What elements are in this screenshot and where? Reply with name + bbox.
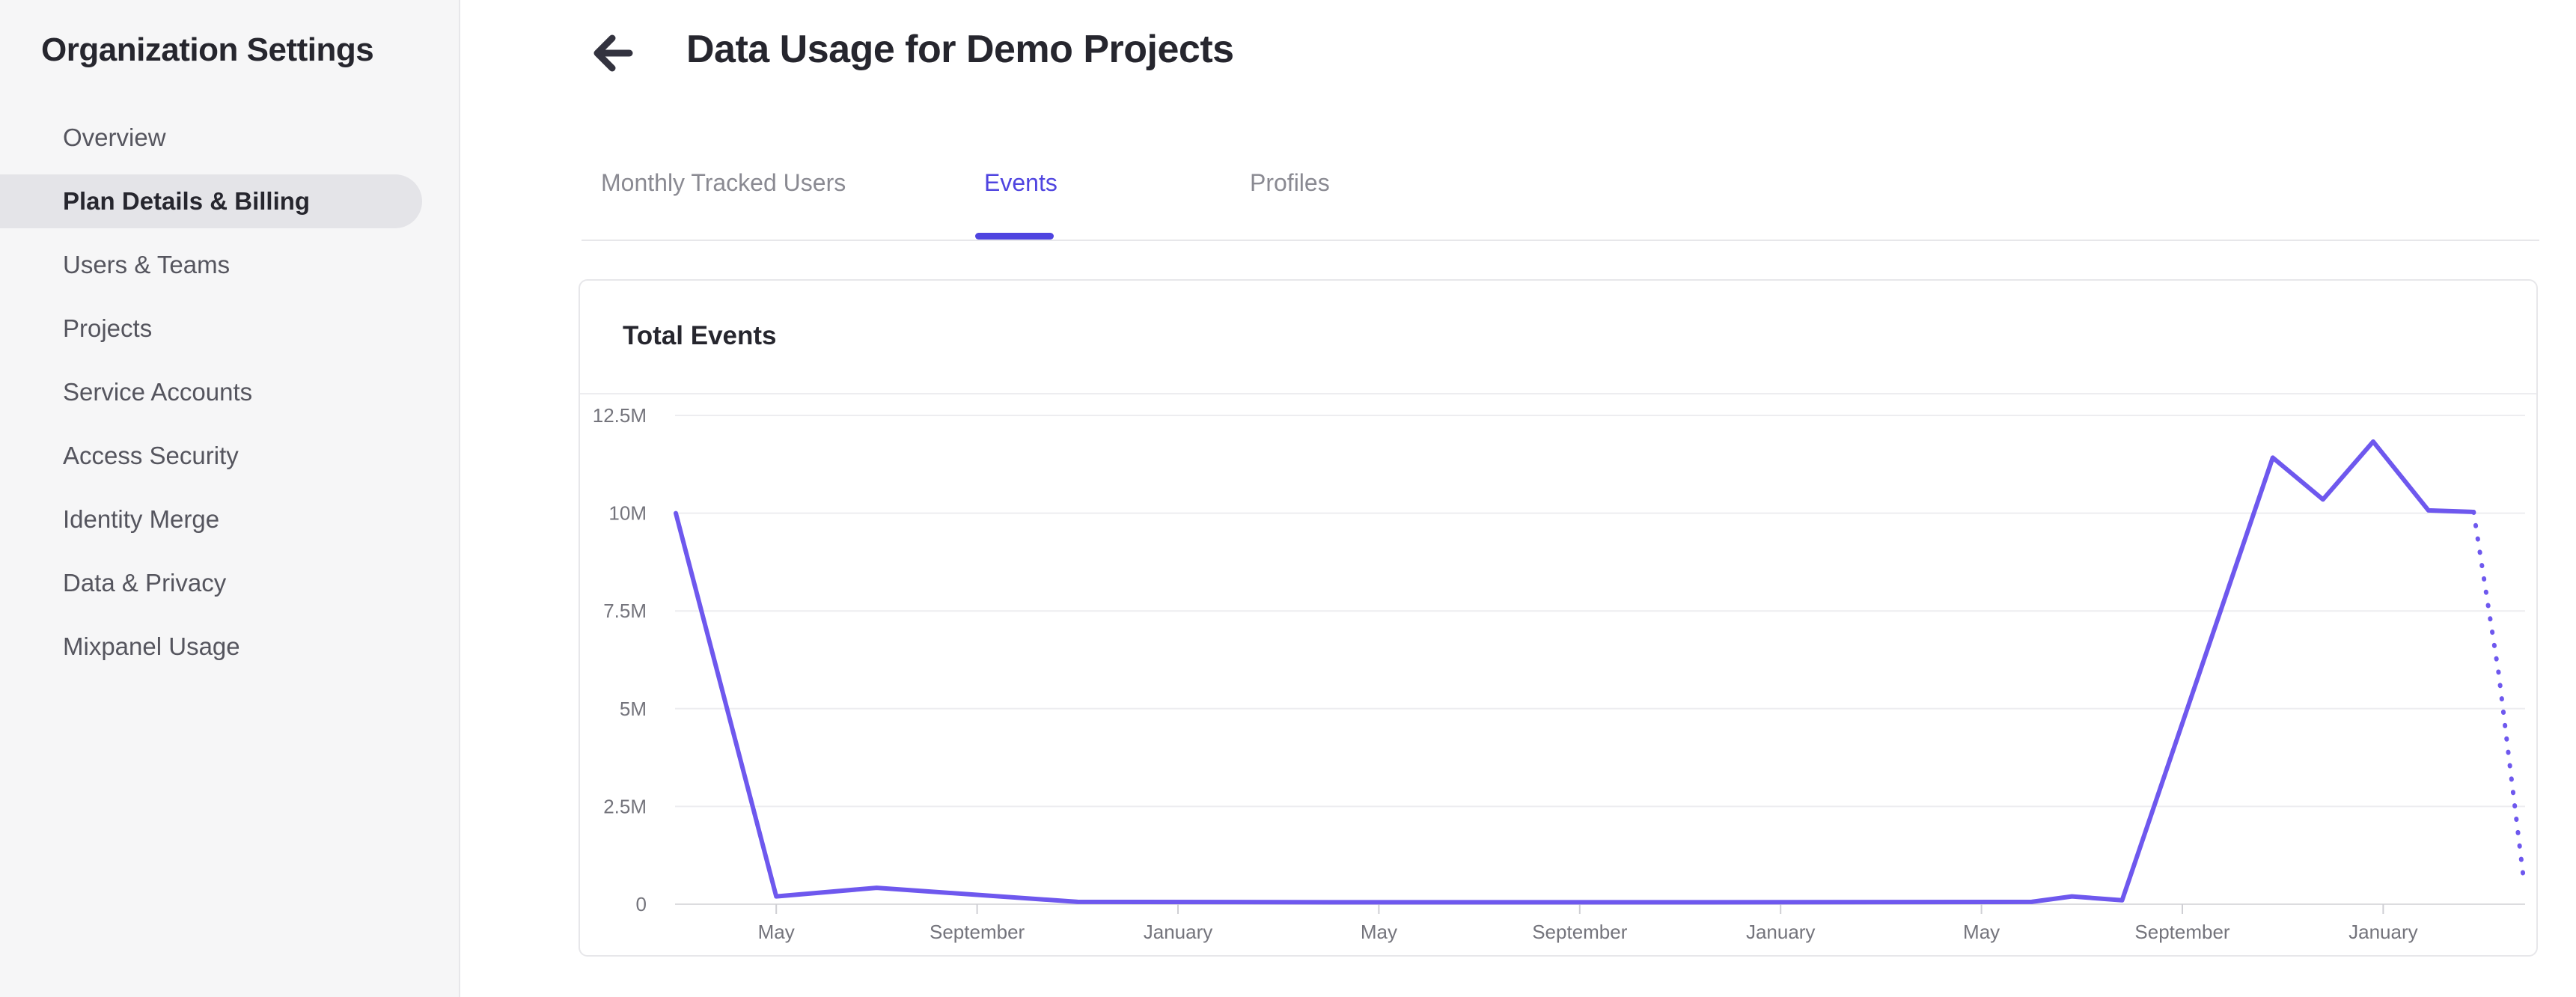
- x-axis-label: September: [1532, 921, 1628, 943]
- y-axis-label: 7.5M: [603, 600, 647, 622]
- tab-monthly-tracked-users[interactable]: Monthly Tracked Users: [601, 169, 846, 196]
- sidebar: Organization Settings Overview Plan Detai…: [0, 0, 460, 997]
- sidebar-item-projects[interactable]: Projects: [0, 302, 459, 356]
- y-axis-label: 0: [636, 893, 647, 915]
- x-axis-label: September: [2134, 921, 2230, 943]
- page-title: Data Usage for Demo Projects: [686, 28, 1234, 71]
- sidebar-item-label: Plan Details & Billing: [63, 187, 311, 215]
- y-axis-label: 2.5M: [603, 795, 647, 817]
- y-axis-label: 10M: [608, 502, 647, 525]
- sidebar-item-label: Identity Merge: [63, 505, 220, 533]
- sidebar-item-service-accounts[interactable]: Service Accounts: [0, 365, 459, 419]
- card-title: Total Events: [623, 321, 777, 350]
- sidebar-item-label: Data & Privacy: [63, 569, 227, 597]
- x-axis-label: January: [1746, 921, 1816, 943]
- sidebar-item-mixpanel-usage[interactable]: Mixpanel Usage: [0, 620, 459, 674]
- x-axis-label: January: [2348, 921, 2418, 943]
- tabs-divider: [582, 240, 2539, 241]
- sidebar-item-label: Mixpanel Usage: [63, 632, 240, 660]
- x-axis-label: May: [758, 921, 795, 943]
- sidebar-title: Organization Settings: [41, 31, 374, 68]
- sidebar-item-label: Overview: [63, 124, 166, 151]
- arrow-left-icon: [593, 34, 633, 72]
- x-axis-label: May: [1361, 921, 1397, 943]
- projected-series-line: [2471, 510, 2527, 883]
- sidebar-item-data-privacy[interactable]: Data & Privacy: [0, 556, 459, 610]
- active-tab-underline: [975, 233, 1054, 240]
- sidebar-item-identity-merge[interactable]: Identity Merge: [0, 493, 459, 546]
- y-axis-label: 5M: [620, 698, 647, 720]
- sidebar-item-access-security[interactable]: Access Security: [0, 429, 459, 483]
- sidebar-nav: Overview Plan Details & Billing Users & Te…: [0, 111, 459, 683]
- sidebar-item-plan-details-billing[interactable]: Plan Details & Billing: [0, 174, 422, 228]
- x-axis-label: September: [930, 921, 1025, 943]
- total-events-card: Total Events 0 2.5M 5M 7.5M 10M 12.5M May Septe…: [579, 279, 2538, 957]
- tab-profiles[interactable]: Profiles: [1250, 169, 1330, 196]
- sidebar-item-label: Service Accounts: [63, 378, 253, 406]
- tab-events[interactable]: Events: [984, 169, 1057, 196]
- sidebar-item-label: Projects: [63, 314, 153, 342]
- x-axis-label: May: [1963, 921, 2000, 943]
- sidebar-item-overview[interactable]: Overview: [0, 111, 459, 165]
- events-series-line: [674, 439, 2476, 905]
- x-axis-label: January: [1144, 921, 1213, 943]
- back-button[interactable]: [584, 25, 641, 79]
- events-line-chart: 0 2.5M 5M 7.5M 10M 12.5M May September January Ma…: [593, 404, 2527, 943]
- sidebar-item-users-teams[interactable]: Users & Teams: [0, 238, 459, 292]
- sidebar-item-label: Users & Teams: [63, 251, 231, 278]
- y-axis-label: 12.5M: [593, 404, 647, 427]
- sidebar-item-label: Access Security: [63, 442, 239, 469]
- card-header-divider: [580, 393, 2536, 394]
